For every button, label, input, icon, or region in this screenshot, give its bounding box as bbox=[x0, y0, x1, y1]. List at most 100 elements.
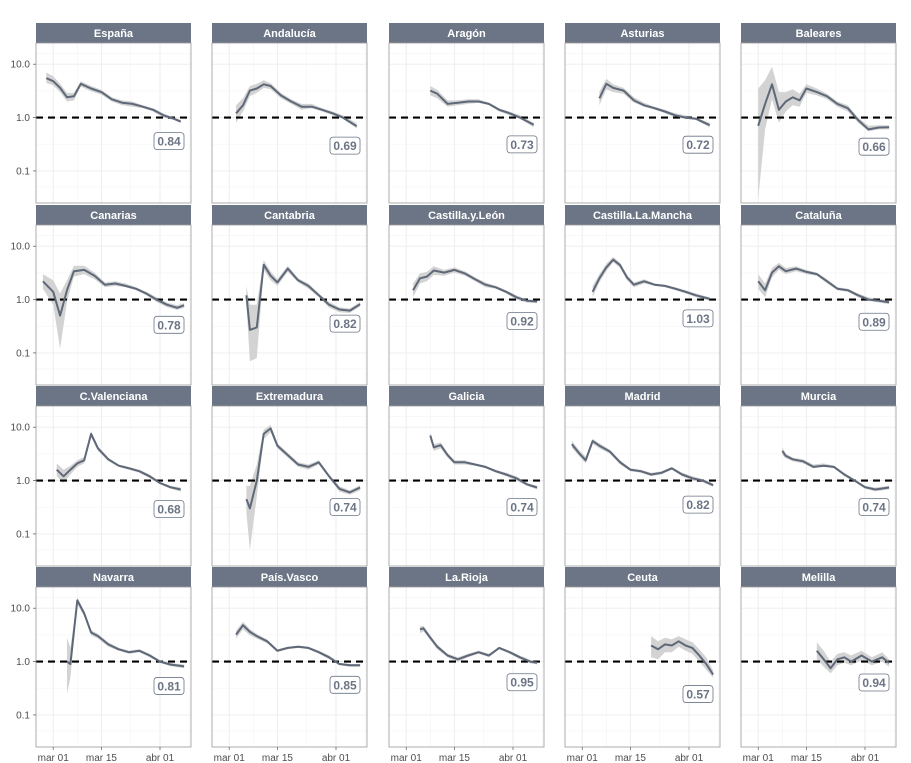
panel-border bbox=[35, 405, 192, 567]
plot-background bbox=[212, 225, 367, 385]
panel-la-rioja: La.Rioja 0.95 mar 01 mar 15 abr 01 bbox=[388, 567, 545, 763]
panel-madrid: Madrid 0.82 bbox=[564, 386, 721, 567]
y-tick-label: 0.1 bbox=[16, 166, 30, 177]
y-tick-label: 0.1 bbox=[16, 710, 30, 721]
panel-title: Madrid bbox=[624, 391, 660, 403]
value-label-box bbox=[506, 135, 538, 154]
panel-ceuta: Ceuta 0.57 mar 01 mar 15 abr 01 bbox=[564, 567, 721, 763]
series-line bbox=[757, 83, 890, 131]
panel-strip bbox=[36, 567, 191, 587]
panel-title: Baleares bbox=[796, 28, 842, 40]
plot-background bbox=[389, 225, 544, 385]
value-label-text: 0.72 bbox=[686, 138, 710, 152]
value-label-text: 0.69 bbox=[333, 139, 357, 153]
value-label-text: 1.03 bbox=[686, 312, 710, 326]
x-tick-label: mar 15 bbox=[262, 753, 294, 763]
panel-extremadura: Extremadura 0.74 bbox=[211, 386, 368, 567]
value-label: 0.74 bbox=[506, 498, 538, 516]
value-label-box bbox=[329, 314, 361, 333]
panel-title: Andalucía bbox=[263, 28, 316, 40]
value-label: 0.69 bbox=[329, 136, 361, 155]
plot-background bbox=[565, 43, 720, 203]
value-label-text: 0.89 bbox=[862, 315, 886, 329]
value-label-box bbox=[153, 315, 185, 334]
plot-background bbox=[565, 225, 720, 385]
panel-title: País.Vasco bbox=[261, 572, 319, 584]
panel-title: La.Rioja bbox=[445, 572, 489, 584]
value-label: 0.84 bbox=[153, 132, 185, 150]
value-label-box bbox=[506, 673, 538, 692]
y-tick-label: 1.0 bbox=[16, 476, 30, 487]
series-line bbox=[66, 599, 185, 668]
value-label: 0.74 bbox=[858, 498, 890, 516]
panel-cataluna: Cataluña 0.89 bbox=[740, 205, 897, 386]
confidence-ribbon bbox=[420, 625, 538, 665]
value-label-text: 0.84 bbox=[157, 135, 181, 149]
value-label-box bbox=[682, 135, 714, 154]
series-line bbox=[56, 432, 181, 491]
panel-border bbox=[388, 405, 545, 567]
y-tick-label: 0.1 bbox=[16, 348, 30, 359]
value-label: 0.94 bbox=[858, 673, 890, 692]
value-label-text: 0.78 bbox=[157, 318, 181, 332]
panel-title: Navarra bbox=[93, 572, 135, 584]
value-label-text: 0.74 bbox=[333, 501, 357, 515]
panel-castilla-y-leon: Castilla.y.León 0.92 bbox=[388, 205, 545, 386]
plot-background bbox=[212, 43, 367, 203]
series-line bbox=[45, 77, 182, 123]
panel-title: Canarias bbox=[90, 210, 136, 222]
value-label-text: 0.74 bbox=[862, 501, 886, 515]
value-label-box bbox=[682, 309, 714, 328]
plot-background bbox=[389, 43, 544, 203]
x-tick-label: mar 01 bbox=[567, 753, 599, 763]
y-tick-label: 10.0 bbox=[11, 60, 31, 71]
value-label-text: 0.94 bbox=[862, 676, 886, 690]
panel-strip bbox=[212, 567, 367, 587]
panel-border bbox=[564, 405, 721, 567]
panel-castilla-la-mancha: Castilla.La.Mancha 1.03 bbox=[564, 205, 721, 386]
value-label-text: 0.92 bbox=[510, 314, 534, 328]
x-tick-label: mar 15 bbox=[615, 753, 647, 763]
panel-title: Castilla.y.León bbox=[428, 210, 505, 222]
value-label: 0.81 bbox=[153, 677, 185, 695]
value-label: 0.68 bbox=[153, 500, 185, 518]
series-line bbox=[598, 82, 711, 127]
panel-title: España bbox=[94, 28, 134, 40]
panel-strip bbox=[565, 386, 720, 406]
panel-border bbox=[740, 224, 897, 386]
value-label: 0.85 bbox=[329, 675, 361, 694]
panel-title: Extremadura bbox=[256, 391, 324, 403]
panel-title: Cataluña bbox=[795, 210, 842, 222]
value-label-box bbox=[506, 312, 538, 330]
plot-background bbox=[741, 587, 896, 747]
confidence-ribbon bbox=[246, 260, 361, 362]
value-label-box bbox=[858, 498, 890, 516]
panel-border bbox=[211, 405, 368, 567]
series-line bbox=[650, 640, 714, 676]
value-label-box bbox=[329, 136, 361, 155]
value-label-box bbox=[329, 498, 361, 516]
panel-strip bbox=[741, 386, 896, 406]
x-tick-label: mar 15 bbox=[791, 753, 823, 763]
panel-strip bbox=[36, 23, 191, 43]
series-line bbox=[235, 624, 361, 667]
panel-border bbox=[388, 224, 545, 386]
value-label-text: 0.95 bbox=[510, 676, 534, 690]
panel-title: Cantabria bbox=[264, 210, 316, 222]
panel-title: Aragón bbox=[447, 28, 486, 40]
panel-pais-vasco: País.Vasco 0.85 mar 01 mar 15 abr 01 bbox=[211, 567, 368, 763]
y-tick-label: 10.0 bbox=[11, 423, 31, 434]
value-label: 0.82 bbox=[329, 314, 361, 333]
series-line bbox=[816, 650, 890, 670]
y-tick-label: 0.1 bbox=[16, 529, 30, 540]
value-label: 0.92 bbox=[506, 312, 538, 330]
value-label-box bbox=[506, 498, 538, 516]
panel-aragon: Aragón 0.73 bbox=[388, 23, 545, 204]
plot-background bbox=[565, 406, 720, 566]
x-tick-label: abr 01 bbox=[675, 753, 704, 763]
panel-galicia: Galicia 0.74 bbox=[388, 386, 545, 567]
series-line bbox=[571, 440, 714, 487]
panel-strip bbox=[212, 205, 367, 225]
confidence-ribbon bbox=[816, 642, 890, 674]
panel-strip bbox=[212, 386, 367, 406]
